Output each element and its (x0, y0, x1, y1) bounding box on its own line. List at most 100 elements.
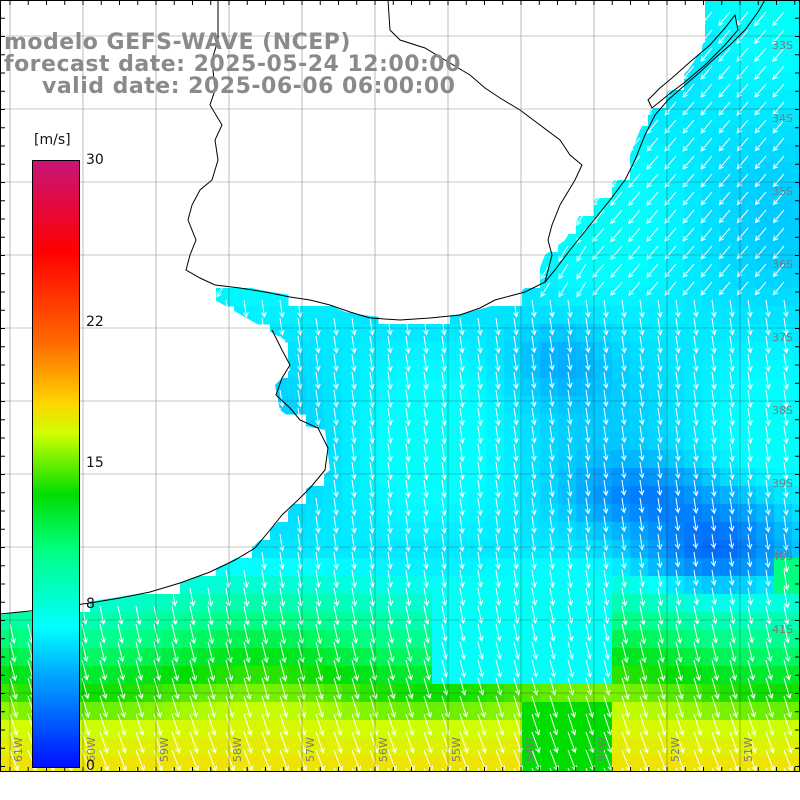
wind-cell (216, 666, 235, 685)
wind-arrow (315, 587, 322, 607)
wind-cell (468, 630, 487, 649)
latitude-labels: 32S33S34S35S36S37S38S39S40S41S (772, 39, 793, 636)
wind-arrow (477, 623, 484, 643)
wind-arrow (646, 173, 659, 188)
wind-arrow (610, 281, 623, 296)
wind-arrow (718, 173, 731, 188)
wind-cell (792, 486, 800, 505)
wind-arrow (657, 749, 667, 772)
wind-cell (702, 666, 721, 685)
wind-cell (576, 234, 595, 253)
wind-arrow (657, 713, 667, 736)
wind-cell (504, 702, 523, 721)
wind-arrow (423, 713, 433, 736)
wind-arrow (135, 731, 145, 754)
wind-cell (792, 378, 800, 397)
wind-arrow (405, 515, 411, 534)
wind-cell (126, 594, 145, 613)
wind-arrow (495, 407, 501, 426)
wind-cell (738, 522, 757, 541)
wind-cell (504, 450, 523, 469)
wind-cell (198, 576, 217, 595)
wind-cell (486, 468, 505, 487)
wind-cell (558, 270, 577, 289)
wind-arrow (333, 533, 339, 552)
wind-cell (0, 648, 19, 667)
wind-arrow (718, 65, 731, 80)
wind-arrow (405, 407, 411, 427)
wind-arrow (477, 479, 483, 499)
wind-arrow (441, 587, 448, 607)
wind-cell (756, 432, 775, 451)
wind-cell (432, 378, 451, 397)
wind-cell (504, 342, 523, 361)
wind-cell (90, 702, 109, 721)
wind-arrow (693, 641, 701, 663)
wind-arrow (693, 623, 701, 644)
wind-cell (432, 486, 451, 505)
wind-cell (756, 468, 775, 487)
wind-arrow (315, 515, 321, 534)
wind-arrow (729, 407, 735, 427)
wind-arrow (279, 569, 285, 589)
wind-cell (234, 648, 253, 667)
wind-arrow (711, 317, 717, 336)
wind-arrow (567, 677, 575, 696)
wind-arrow (225, 299, 231, 318)
wind-cell (612, 720, 631, 739)
wind-arrow (531, 299, 537, 318)
wind-cell (684, 540, 703, 559)
wind-cell (648, 576, 667, 595)
wind-cell (738, 288, 757, 307)
wind-arrow (387, 569, 393, 588)
wind-cell (252, 558, 271, 577)
wind-arrow (225, 713, 235, 736)
wind-cell (702, 414, 721, 433)
wind-cell (108, 594, 127, 613)
wind-arrow (189, 713, 199, 736)
wind-arrow (351, 389, 357, 408)
wind-cell (288, 576, 307, 595)
wind-cell (630, 180, 649, 199)
wind-cell (378, 378, 397, 397)
wind-cell (702, 594, 721, 613)
wind-arrow (297, 353, 303, 372)
wind-cell (576, 486, 595, 505)
wind-cell (306, 306, 325, 325)
wind-arrow (610, 227, 623, 243)
wind-cell (522, 720, 541, 739)
wind-cell (144, 612, 163, 631)
longitude-label: 56W (377, 737, 390, 762)
wind-arrow (621, 371, 627, 390)
wind-cell (540, 666, 559, 685)
wind-arrow (700, 155, 713, 170)
wind-cell (558, 324, 577, 343)
wind-cell (558, 414, 577, 433)
wind-arrow (592, 191, 605, 207)
wind-arrow (81, 605, 88, 626)
wind-cell (468, 396, 487, 415)
wind-arrow (387, 389, 393, 408)
wind-arrow (675, 677, 684, 701)
wind-cell (648, 594, 667, 613)
wind-cell (522, 324, 541, 343)
wind-cell (540, 432, 559, 451)
wind-arrow (772, 119, 785, 134)
wind-arrow (423, 605, 430, 626)
wind-arrow (772, 47, 785, 63)
wind-arrow (646, 281, 659, 296)
wind-arrow (459, 641, 466, 660)
wind-cell (270, 594, 289, 613)
wind-arrow (675, 389, 681, 408)
wind-arrow (351, 335, 357, 354)
wind-cell (414, 378, 433, 397)
wind-arrow (700, 47, 713, 62)
wind-arrow (754, 209, 767, 224)
wind-arrow (675, 623, 683, 644)
wind-cell (198, 648, 217, 667)
wind-arrow (459, 317, 465, 336)
wind-arrow (585, 695, 594, 718)
wind-arrow (657, 425, 663, 444)
wind-cell (738, 252, 757, 271)
wind-arrow (9, 713, 19, 736)
